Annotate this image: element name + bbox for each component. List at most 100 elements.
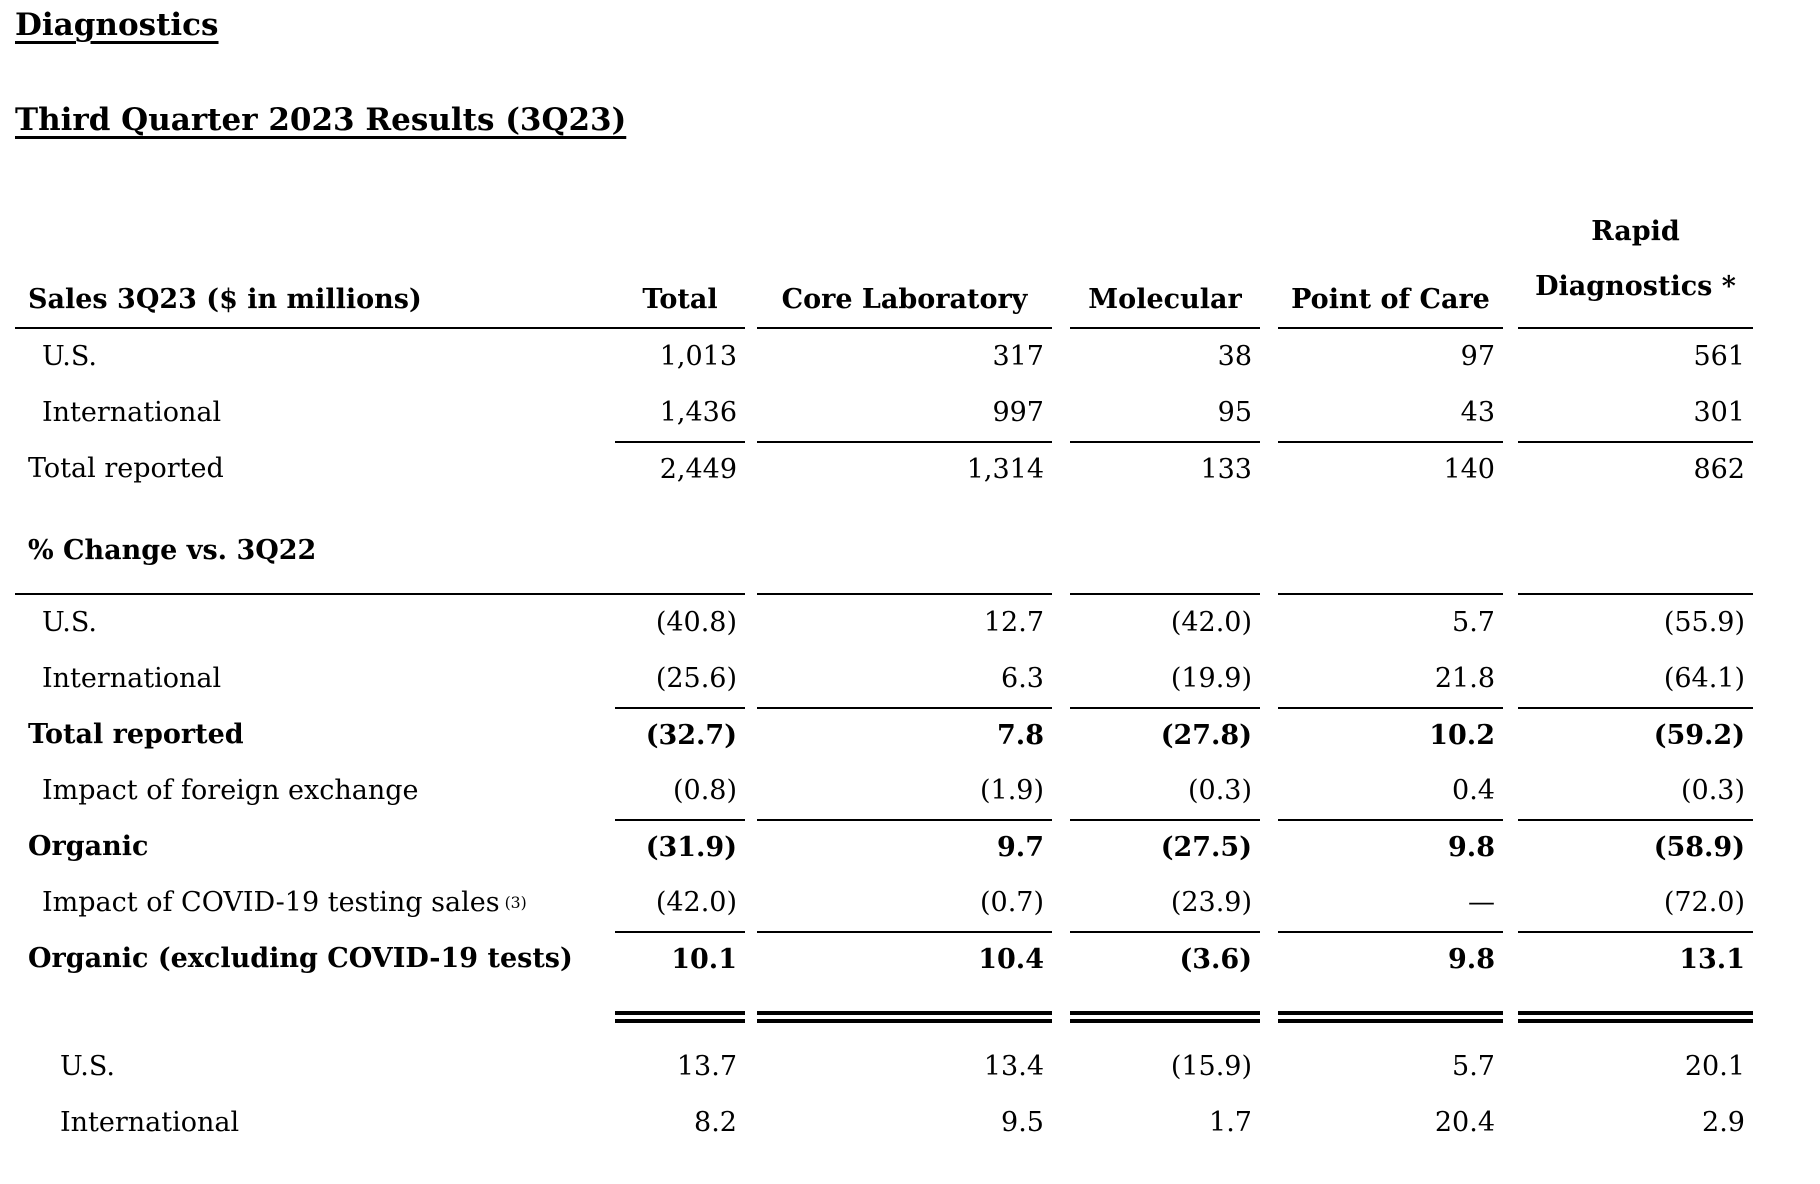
cell-rapid-diagnostics: 561 [1518,329,1753,385]
cell-core-laboratory: 317 [757,329,1052,385]
table-row: U.S. (40.8) 12.7 (42.0) 5.7 (55.9) [15,595,1768,651]
cell-value: 7.8 [997,720,1044,751]
cell-total: (32.7) [615,706,745,763]
column-gap [745,763,757,819]
cell-value: 2.9 [1702,1107,1745,1138]
cell-molecular [1070,533,1260,595]
cell-core-laboratory: 9.7 [757,818,1052,875]
column-gap [1260,190,1278,329]
cell-value: (31.9) [645,832,737,863]
cell-value: (58.9) [1653,832,1745,863]
cell-value: (0.3) [1187,775,1252,806]
table-row: U.S. 1,013 317 38 97 561 [15,329,1768,385]
cell-value: 21.8 [1434,663,1495,694]
cell-value: 2,449 [659,454,737,485]
cell-molecular: (27.8) [1070,706,1260,763]
cell-value: 38 [1217,341,1252,372]
page-title: Diagnostics [15,7,219,43]
cell-value: (15.9) [1170,1051,1252,1082]
cell-molecular: 1.7 [1070,1095,1260,1151]
cell-value: 10.4 [978,944,1044,975]
table-row: International (25.6) 6.3 (19.9) 21.8 (64.1) [15,651,1768,707]
column-gap [745,190,757,329]
cell-value: (0.3) [1680,775,1745,806]
cell-value: 8.2 [694,1107,737,1138]
results-table-rows: U.S. 1,013 317 38 97 561 International 1,436 997… [15,329,1768,1151]
cell-total: (42.0) [615,875,745,931]
cell-core-laboratory: 997 [757,385,1052,441]
results-table: Sales 3Q23 ($ in millions) Total Core La… [15,190,1768,1151]
cell-molecular: (23.9) [1070,875,1260,931]
column-gap [1052,595,1070,651]
cell-core-laboratory: 12.7 [757,595,1052,651]
row-label: U.S. [42,607,97,638]
cell-value: 97 [1460,341,1495,372]
cell-total: 1,436 [615,385,745,441]
column-gap [1052,763,1070,819]
column-gap [1503,763,1518,819]
table-row: Total reported 2,449 1,314 133 140 862 [15,440,1768,497]
cell-value: (19.9) [1170,663,1252,694]
column-gap [1503,931,1518,987]
cell-value: 13.4 [983,1051,1044,1082]
cell-point-of-care: 5.7 [1278,595,1503,651]
cell-point-of-care: 10.2 [1278,706,1503,763]
table-header-row: Sales 3Q23 ($ in millions) Total Core La… [15,190,1768,329]
column-gap [745,441,757,497]
cell-total: 13.7 [615,1039,745,1095]
column-gap [1260,441,1278,497]
cell-point-of-care [1278,533,1503,595]
cell-point-of-care [1278,1010,1503,1023]
column-gap [745,651,757,707]
table-row: Impact of COVID-19 testing sales (3) (42.0… [15,875,1768,931]
column-gap [745,875,757,931]
column-gap [1503,651,1518,707]
col-header-core-laboratory: Core Laboratory [757,190,1052,329]
cell-point-of-care: 0.4 [1278,763,1503,819]
column-gap [745,931,757,987]
column-gap [1052,875,1070,931]
column-gap [1260,819,1278,875]
column-gap [745,329,757,385]
cell-rapid-diagnostics: 862 [1518,440,1753,497]
sales-header-label: Sales 3Q23 ($ in millions) [28,283,422,315]
cell-core-laboratory: 6.3 [757,651,1052,707]
row-label-cell: Total reported [15,441,615,497]
cell-molecular: 133 [1070,440,1260,497]
cell-point-of-care: — [1278,875,1503,931]
table-row: Organic (excluding COVID-19 tests) 10.1 10… [15,930,1768,987]
column-gap [1260,875,1278,931]
row-label: Organic (excluding COVID-19 tests) [28,943,573,974]
row-label: Organic [28,831,149,862]
column-gap [745,707,757,763]
row-label-cell: U.S. [15,329,615,385]
cell-value: 1.7 [1209,1107,1252,1138]
cell-core-laboratory [757,533,1052,595]
document-page: Diagnostics Third Quarter 2023 Results (… [15,7,1768,1151]
cell-value: 10.1 [671,944,737,975]
column-gap [1503,819,1518,875]
column-gap [1503,1039,1518,1095]
table-row: International 8.2 9.5 1.7 20.4 2.9 [15,1095,1768,1151]
column-gap [1503,1011,1518,1023]
cell-value: (42.0) [1170,607,1252,638]
column-gap [745,1095,757,1151]
column-gap [1260,651,1278,707]
row-label: Total reported [28,719,244,750]
cell-core-laboratory: 7.8 [757,706,1052,763]
cell-value: 140 [1443,454,1495,485]
row-label-cell: Organic [15,819,615,875]
cell-point-of-care: 5.7 [1278,1039,1503,1095]
column-gap [1260,763,1278,819]
column-gap [1503,190,1518,329]
cell-rapid-diagnostics [1518,1010,1753,1023]
row-label-cell: Organic (excluding COVID-19 tests) [15,931,615,987]
page-subtitle: Third Quarter 2023 Results (3Q23) [15,101,627,138]
cell-core-laboratory: 1,314 [757,440,1052,497]
cell-point-of-care: 21.8 [1278,651,1503,707]
cell-value: (55.9) [1663,607,1745,638]
cell-value: (72.0) [1663,887,1745,918]
cell-rapid-diagnostics: 301 [1518,385,1753,441]
column-gap [1052,931,1070,987]
cell-value: 9.7 [997,832,1044,863]
